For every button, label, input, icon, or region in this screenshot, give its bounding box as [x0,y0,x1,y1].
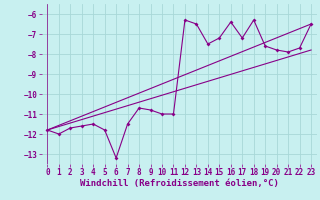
X-axis label: Windchill (Refroidissement éolien,°C): Windchill (Refroidissement éolien,°C) [80,179,279,188]
